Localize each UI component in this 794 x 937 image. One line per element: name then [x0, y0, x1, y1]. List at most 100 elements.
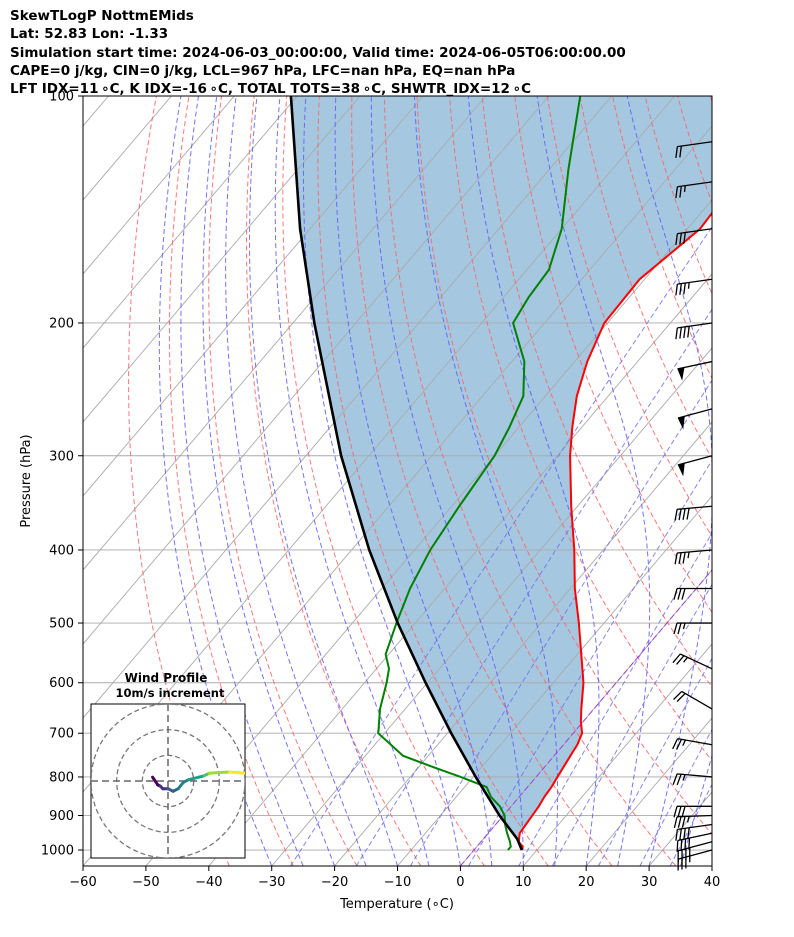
dry-adiabat-line: [449, 96, 712, 762]
wind-barb-pennant: [677, 462, 685, 477]
wind-barb-flag: [674, 509, 678, 521]
moist-adiabat-line: [467, 96, 600, 866]
wind-barb-flag: [675, 186, 678, 199]
wind-barb-flag: [688, 837, 691, 850]
x-tick-label: −10: [384, 875, 411, 890]
isotherm-line: [397, 495, 712, 866]
isotherm-line: [208, 273, 712, 866]
wind-barb-flag: [683, 326, 686, 339]
wind-barb-half-flag: [682, 739, 687, 746]
wind-barb-flag: [676, 655, 685, 665]
mixing-ratio-line: [518, 532, 712, 866]
wind-barb-flag: [687, 326, 690, 338]
isotherm-line: [522, 643, 712, 866]
wind-barb-flag: [677, 622, 682, 635]
dry-adiabat-line: [282, 96, 485, 866]
dewpoint-line: [377, 96, 582, 851]
y-tick-label: 100: [49, 90, 74, 105]
moist-adiabat-line: [536, 96, 651, 866]
wind-barb-flag: [677, 806, 682, 818]
temperature-line: [517, 211, 712, 851]
wind-barb: [672, 773, 713, 786]
dry-adiabat-line: [168, 96, 294, 866]
mixing-ratio-line: [355, 308, 712, 866]
dry-adiabat-line: [416, 96, 712, 835]
wind-barb: [677, 408, 713, 430]
dry-adiabat-line: [775, 96, 794, 866]
x-tick-label: −20: [321, 875, 348, 890]
wind-barb-flag: [683, 232, 686, 244]
mixing-ratio-line: [639, 728, 712, 866]
isotherm-line: [271, 347, 712, 866]
moist-adiabat-line: [370, 96, 524, 866]
wind-barb-flag: [682, 508, 686, 520]
wind-barb-flag: [677, 588, 682, 600]
y-tick-label: 800: [49, 770, 74, 785]
x-tick-label: 0: [456, 875, 464, 890]
wind-barb: [675, 181, 713, 199]
wind-barb-flag: [675, 829, 678, 841]
mixing-ratio-line: [669, 783, 712, 866]
x-tick-label: −30: [258, 875, 285, 890]
isotherm-line: [83, 96, 550, 645]
wind-barb-flag: [681, 816, 686, 828]
chart-header: SkewTLogP NottmEMids Lat: 52.83 Lon: -1.…: [10, 7, 626, 98]
wind-barb: [673, 805, 712, 818]
moist-adiabat-line: [711, 864, 712, 866]
wind-barb-flag: [682, 552, 686, 564]
wind-barb: [674, 549, 713, 565]
wind-barb-flag: [675, 146, 678, 159]
cin-shaded-area: [290, 96, 712, 851]
moist-adiabat-line: [249, 96, 398, 866]
x-axis-label: Temperature (∘C): [339, 897, 454, 912]
dry-adiabat-line: [245, 96, 422, 866]
isotherm-line: [145, 199, 712, 866]
wind-barb-flag: [672, 738, 679, 750]
index-parameters: LFT IDX=11 ∘C, K IDX=-16 ∘C, TOTAL TOTS=…: [10, 81, 531, 98]
wind-barb-flag: [674, 552, 678, 565]
hodograph-trace-segment: [228, 770, 242, 775]
y-tick-label: 300: [49, 449, 74, 464]
station-title: SkewTLogP NottmEMids: [10, 8, 194, 24]
wind-barb-flag: [672, 773, 678, 785]
x-tick-label: −50: [132, 875, 159, 890]
wind-barb: [677, 849, 713, 871]
wind-barb-staff: [677, 228, 713, 235]
isotherm-line: [334, 421, 712, 866]
moist-adiabat-line: [334, 96, 493, 866]
wind-barb: [675, 141, 713, 159]
wind-barb-half-flag: [687, 282, 690, 289]
y-tick-label: 900: [49, 809, 74, 824]
simulation-times: Simulation start time: 2024-06-03_00:00:…: [10, 44, 626, 61]
hodograph-trace-segment: [217, 770, 232, 775]
wind-barb: [675, 823, 713, 841]
x-tick-label: −40: [195, 875, 222, 890]
wind-barb-flag: [686, 508, 690, 520]
dry-adiabat-line: [208, 96, 358, 866]
wind-barb-flag: [675, 327, 678, 340]
wind-barb: [673, 622, 712, 635]
dry-adiabat-line: [383, 96, 677, 866]
isotherm-line: [83, 96, 298, 349]
isotherm-line: [83, 96, 613, 719]
moist-adiabat-line: [225, 96, 367, 866]
dry-adiabat-line: [481, 96, 712, 688]
moist-adiabat-line: [274, 96, 430, 866]
wind-barb-flag: [673, 622, 678, 635]
wind-barb-flag: [679, 186, 682, 198]
wind-barb-flag: [677, 816, 682, 828]
dry-adiabat-line: [579, 96, 712, 460]
wind-barb-half-flag: [687, 551, 690, 559]
x-tick-label: 40: [704, 875, 721, 890]
x-tick-label: 30: [641, 875, 658, 890]
wind-barb: [675, 228, 713, 246]
wind-barb-flag: [679, 145, 682, 158]
wind-barb-half-flag: [686, 816, 690, 823]
wind-barb-flag: [676, 774, 682, 786]
wind-barbs-layer: [672, 141, 713, 871]
wind-barb-flag: [683, 282, 686, 295]
stability-parameters: CAPE=0 j/kg, CIN=0 j/kg, LCL=967 hPa, LF…: [10, 62, 516, 79]
wind-barb-staff: [677, 141, 713, 148]
dry-adiabat-line: [514, 96, 712, 614]
